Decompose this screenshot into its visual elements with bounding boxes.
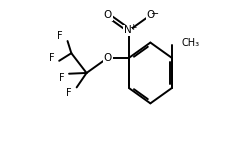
- Text: CH₃: CH₃: [182, 38, 200, 48]
- Text: F: F: [49, 53, 55, 63]
- Text: N: N: [124, 25, 131, 35]
- Text: F: F: [59, 73, 64, 83]
- Text: F: F: [67, 88, 72, 98]
- Text: O: O: [147, 10, 155, 20]
- Text: O: O: [104, 53, 112, 63]
- Text: F: F: [57, 31, 63, 41]
- Text: −: −: [151, 9, 159, 19]
- Text: O: O: [104, 10, 112, 20]
- Text: +: +: [129, 22, 136, 32]
